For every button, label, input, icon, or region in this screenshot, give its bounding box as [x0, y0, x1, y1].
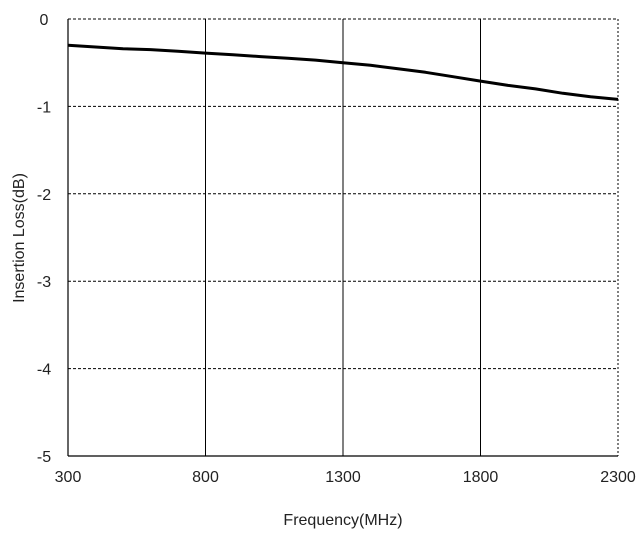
x-tick-label: 1300: [325, 469, 361, 486]
series-line-0: [67, 43, 619, 101]
x-tick-label: 300: [55, 469, 82, 486]
x-tick-label: 1800: [463, 469, 499, 486]
series-layer: [67, 43, 619, 101]
y-tick-label: -2: [37, 187, 51, 204]
y-tick-label: -4: [37, 362, 51, 379]
y-tick-label: -1: [37, 99, 51, 116]
y-tick-labels: 0 -1 -2 -3 -4 -5: [37, 12, 51, 466]
x-axis-label: Frequency(MHz): [283, 512, 402, 529]
y-axis-label: Insertion Loss(dB): [11, 173, 28, 303]
x-tick-label: 800: [192, 469, 219, 486]
x-tick-labels: 300 800 1300 1800 2300: [55, 469, 636, 486]
y-tick-label: -5: [37, 449, 51, 466]
y-tick-label: -3: [37, 274, 51, 291]
x-tick-label: 2300: [600, 469, 636, 486]
grid: [68, 18, 618, 456]
y-tick-label: 0: [40, 12, 49, 29]
